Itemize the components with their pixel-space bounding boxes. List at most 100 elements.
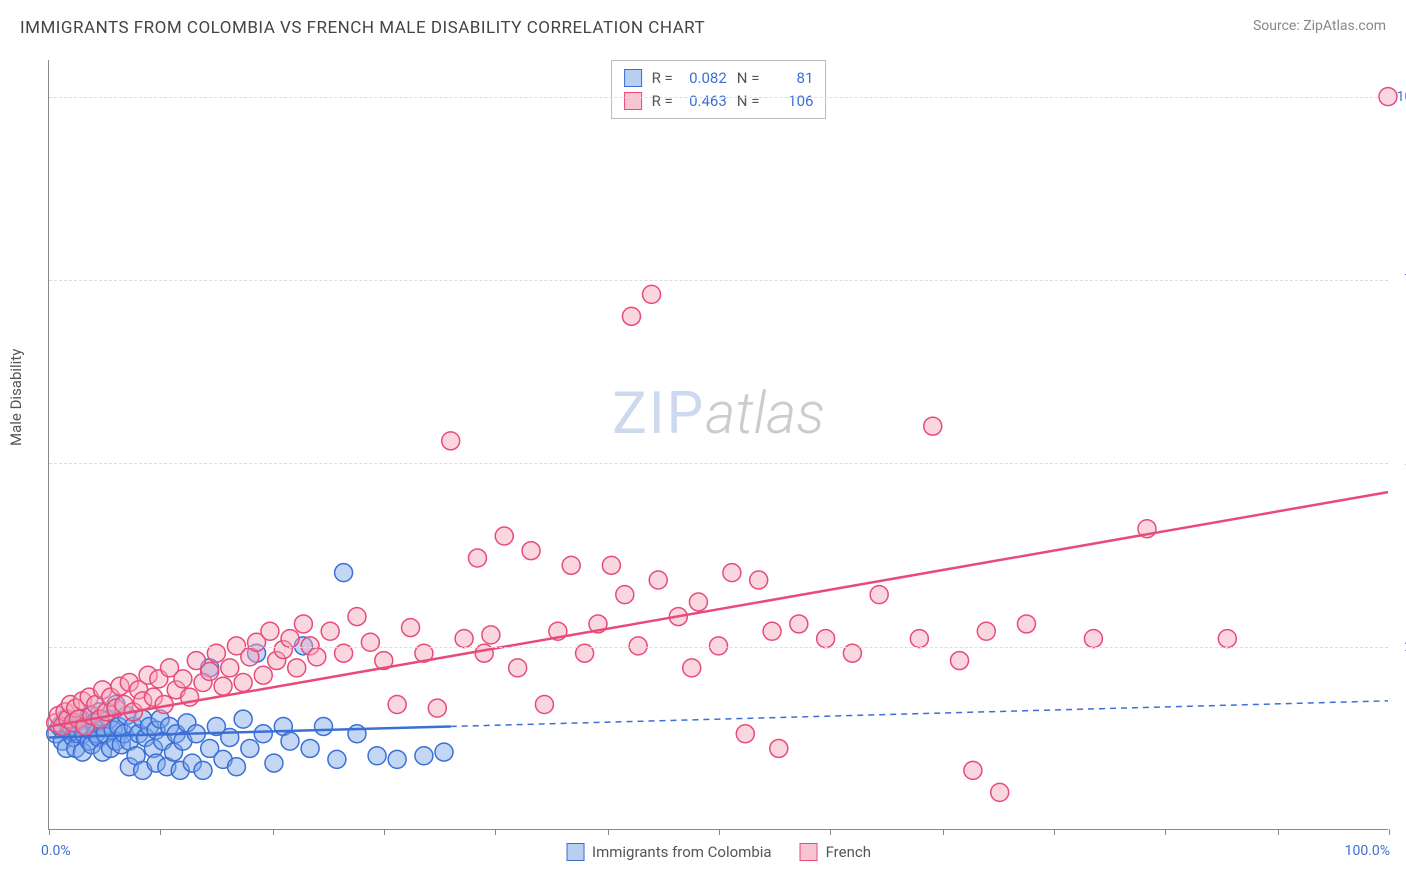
- data-point-french: [736, 725, 754, 743]
- data-point-french: [977, 622, 995, 640]
- x-tick: [1389, 829, 1390, 835]
- data-point-french: [321, 622, 339, 640]
- data-point-french: [562, 556, 580, 574]
- data-point-french: [288, 659, 306, 677]
- data-point-colombia: [368, 747, 386, 765]
- data-point-french: [1218, 630, 1236, 648]
- data-point-french: [1084, 630, 1102, 648]
- data-point-french: [602, 556, 620, 574]
- data-point-french: [643, 285, 661, 303]
- x-tick: [495, 829, 496, 835]
- legend-label-french: French: [826, 843, 871, 861]
- data-point-french: [201, 663, 219, 681]
- x-axis-label-min: 0.0%: [41, 843, 71, 859]
- data-point-french: [294, 615, 312, 633]
- data-point-french: [763, 622, 781, 640]
- legend-item-colombia: Immigrants from Colombia: [566, 843, 772, 861]
- plot-area: ZIPatlas R = 0.082 N = 81 R = 0.463 N = …: [48, 60, 1388, 830]
- r-value-colombia: 0.082: [683, 67, 727, 90]
- data-point-colombia: [281, 732, 299, 750]
- data-point-french: [442, 432, 460, 450]
- data-point-colombia: [435, 743, 453, 761]
- data-point-french: [482, 626, 500, 644]
- data-point-french: [254, 666, 272, 684]
- data-point-colombia: [415, 747, 433, 765]
- data-point-french: [468, 549, 486, 567]
- data-point-french: [910, 630, 928, 648]
- data-point-french: [234, 674, 252, 692]
- data-point-french: [535, 696, 553, 714]
- n-value-colombia: 81: [769, 67, 813, 90]
- data-point-colombia: [328, 750, 346, 768]
- data-point-french: [790, 615, 808, 633]
- r-value-french: 0.463: [683, 90, 727, 113]
- data-point-french: [214, 677, 232, 695]
- x-tick: [943, 829, 944, 835]
- x-tick: [608, 829, 609, 835]
- data-point-french: [770, 739, 788, 757]
- data-point-french: [723, 564, 741, 582]
- legend-item-french: French: [800, 843, 871, 861]
- data-point-french: [308, 648, 326, 666]
- x-tick: [1054, 829, 1055, 835]
- data-point-colombia: [234, 710, 252, 728]
- data-point-french: [1017, 615, 1035, 633]
- x-tick: [273, 829, 274, 835]
- source-attribution: Source: ZipAtlas.com: [1253, 18, 1386, 34]
- data-point-colombia: [315, 717, 333, 735]
- x-tick: [830, 829, 831, 835]
- legend-swatch-colombia: [566, 843, 584, 861]
- data-point-french: [616, 586, 634, 604]
- data-point-french: [348, 608, 366, 626]
- legend-swatch-french: [800, 843, 818, 861]
- legend-label-colombia: Immigrants from Colombia: [592, 843, 772, 861]
- data-point-french: [495, 527, 513, 545]
- x-tick: [1165, 829, 1166, 835]
- data-point-french: [964, 761, 982, 779]
- x-tick: [719, 829, 720, 835]
- x-axis-label-max: 100.0%: [1345, 843, 1390, 859]
- trend-line-french: [49, 492, 1388, 726]
- series-legend: Immigrants from Colombia French: [566, 843, 871, 861]
- x-tick: [160, 829, 161, 835]
- data-point-french: [817, 630, 835, 648]
- data-point-french: [221, 659, 239, 677]
- data-point-french: [455, 630, 473, 648]
- data-point-colombia: [335, 564, 353, 582]
- data-point-colombia: [254, 725, 272, 743]
- data-point-french: [750, 571, 768, 589]
- data-point-french: [924, 417, 942, 435]
- r-label: R =: [652, 67, 673, 90]
- swatch-colombia: [624, 69, 642, 87]
- data-point-colombia: [194, 761, 212, 779]
- data-point-colombia: [348, 725, 366, 743]
- x-tick: [384, 829, 385, 835]
- data-point-french: [951, 652, 969, 670]
- data-point-french: [361, 633, 379, 651]
- gridline-horizontal: [49, 647, 1388, 648]
- data-point-french: [281, 630, 299, 648]
- data-point-colombia: [388, 750, 406, 768]
- data-point-colombia: [241, 739, 259, 757]
- gridline-horizontal: [49, 463, 1388, 464]
- data-point-french: [622, 307, 640, 325]
- x-tick: [49, 829, 50, 835]
- stats-row-french: R = 0.463 N = 106: [624, 90, 814, 113]
- data-point-french: [261, 622, 279, 640]
- n-label: N =: [737, 90, 760, 113]
- data-point-french: [870, 586, 888, 604]
- data-point-french: [991, 783, 1009, 801]
- x-tick: [1278, 829, 1279, 835]
- r-label: R =: [652, 90, 673, 113]
- data-point-french: [683, 659, 701, 677]
- gridline-horizontal: [49, 280, 1388, 281]
- swatch-french: [624, 92, 642, 110]
- data-point-colombia: [265, 754, 283, 772]
- data-point-colombia: [227, 758, 245, 776]
- y-axis-title: Male Disability: [7, 349, 25, 446]
- correlation-stats-box: R = 0.082 N = 81 R = 0.463 N = 106: [611, 60, 827, 119]
- data-point-colombia: [301, 739, 319, 757]
- data-point-french: [428, 699, 446, 717]
- gridline-horizontal: [49, 97, 1388, 98]
- scatter-svg: [49, 60, 1388, 829]
